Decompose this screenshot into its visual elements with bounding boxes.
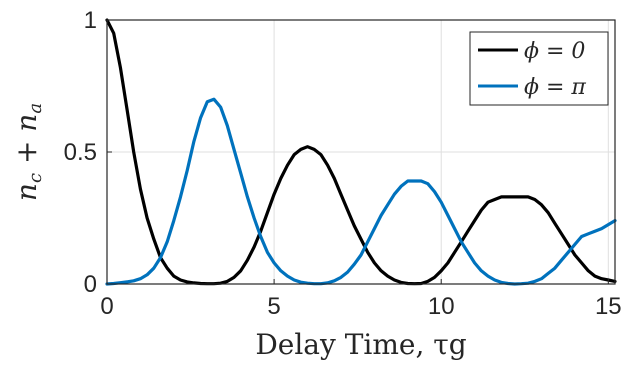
x-ticks: 0 5 10 15 — [100, 279, 622, 320]
y-tick-label: 0.5 — [64, 139, 97, 166]
series-lines — [105, 18, 617, 286]
y-tick-label: 1 — [84, 7, 97, 34]
x-axis-label: Delay Time, τg — [255, 328, 466, 361]
legend-label-phi-pi: ϕ = π — [524, 75, 586, 100]
legend-label-phi-0: ϕ = 0 — [524, 39, 585, 64]
y-axis-label: nc + na — [10, 103, 46, 201]
legend-box — [469, 31, 609, 106]
series-line-0 — [105, 18, 617, 286]
series-line-1 — [105, 97, 617, 286]
x-tick-label: 0 — [100, 293, 113, 320]
x-tick-label: 15 — [595, 293, 622, 320]
y-ticks: 00.51 — [64, 7, 112, 298]
legend: ϕ = 0 ϕ = π — [469, 31, 609, 106]
x-tick-label: 10 — [428, 293, 455, 320]
x-tick-label: 5 — [267, 293, 280, 320]
y-tick-label: 0 — [84, 271, 97, 298]
